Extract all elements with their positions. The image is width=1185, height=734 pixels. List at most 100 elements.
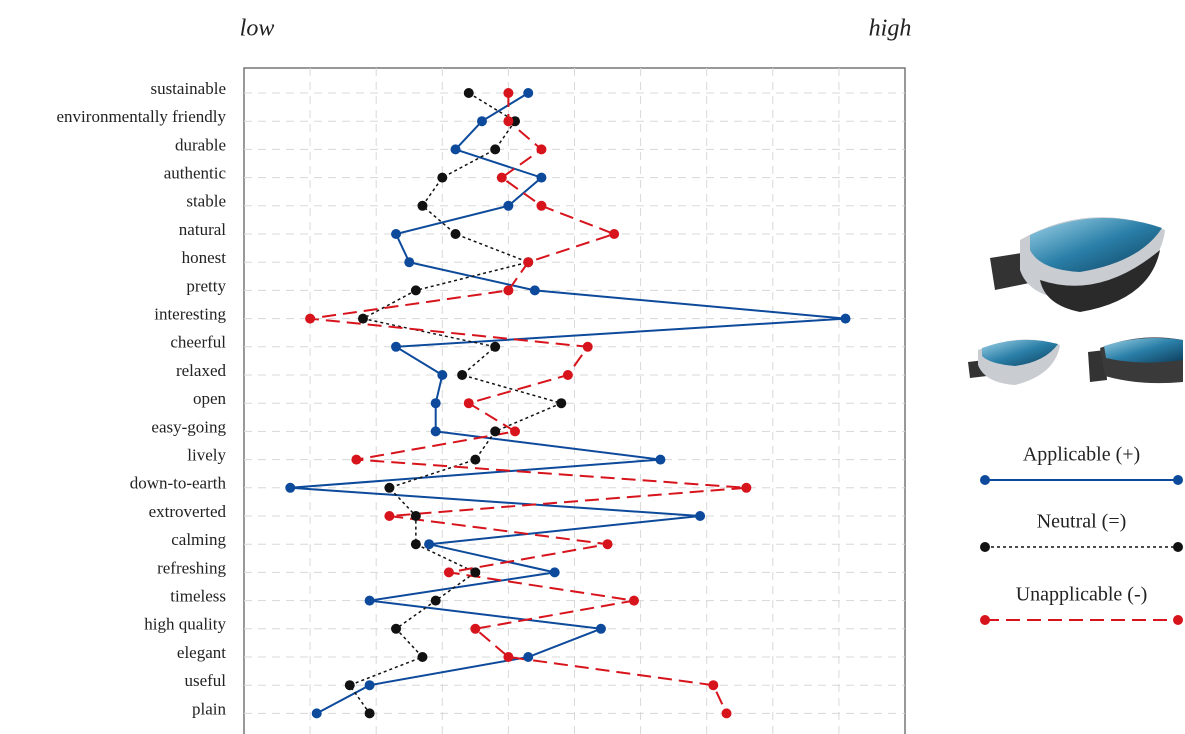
data-point [470,455,480,465]
data-point [536,173,546,183]
data-point [457,370,467,380]
legend-label: Applicable (+) [1023,444,1140,466]
data-point [470,567,480,577]
data-point [503,116,513,126]
data-point [841,314,851,324]
data-point [523,257,533,267]
data-point [365,596,375,606]
data-point [384,483,394,493]
data-point [629,596,639,606]
data-point [437,173,447,183]
data-point [523,652,533,662]
data-point [444,567,454,577]
data-point [596,624,606,634]
data-point [490,426,500,436]
data-point [411,285,421,295]
data-point [490,144,500,154]
data-point [722,708,732,718]
high-label: high [869,16,912,42]
data-point [431,426,441,436]
category-label: plain [192,699,226,718]
data-point [391,229,401,239]
data-point [503,201,513,211]
data-point [550,567,560,577]
legend-dot [1173,475,1183,485]
category-label: open [193,389,227,408]
data-point [523,88,533,98]
product-image [990,217,1165,312]
category-label: durable [175,135,226,154]
category-label: stable [186,192,226,211]
data-point [451,229,461,239]
data-point [536,144,546,154]
data-point [431,398,441,408]
legend-label: Neutral (=) [1037,511,1127,533]
data-point [365,680,375,690]
data-point [345,680,355,690]
data-point [411,511,421,521]
data-point [603,539,613,549]
data-point [695,511,705,521]
data-point [365,708,375,718]
category-label: natural [179,220,226,239]
data-point [477,116,487,126]
category-label: environmentally friendly [57,107,227,126]
category-label: extroverted [149,502,227,521]
product-image [1088,337,1183,383]
category-label: pretty [186,276,226,295]
data-point [490,342,500,352]
data-point [556,398,566,408]
category-label: useful [184,671,226,690]
data-point [536,201,546,211]
data-point [451,144,461,154]
data-point [655,455,665,465]
category-label: timeless [170,587,226,606]
data-point [503,652,513,662]
data-point [464,398,474,408]
category-label: easy-going [151,417,226,436]
data-point [431,596,441,606]
data-point [510,426,520,436]
category-label: lively [187,446,226,465]
data-point [563,370,573,380]
category-label: elegant [177,643,226,662]
low-label: low [240,16,275,42]
data-point [391,624,401,634]
data-point [358,314,368,324]
data-point [312,708,322,718]
category-label: cheerful [170,333,226,352]
data-point [411,539,421,549]
data-point [503,88,513,98]
data-point [404,257,414,267]
data-point [708,680,718,690]
category-label: authentic [164,164,227,183]
category-label: relaxed [176,361,227,380]
legend-dot [980,542,990,552]
chart: low high sustainable environmentally frie… [0,0,1185,734]
product-image [968,340,1060,385]
data-point [305,314,315,324]
data-point [351,455,361,465]
data-point [417,201,427,211]
category-label: honest [182,248,227,267]
category-label: refreshing [157,558,226,577]
data-point [391,342,401,352]
data-point [384,511,394,521]
data-point [437,370,447,380]
data-point [530,285,540,295]
data-point [503,285,513,295]
data-point [424,539,434,549]
legend-dot [980,615,990,625]
data-point [609,229,619,239]
data-point [741,483,751,493]
page: {"chart_data": { "type": "profile", "ann… [0,0,1185,734]
category-label: down-to-earth [130,474,227,493]
category-label: high quality [144,615,226,634]
legend-dot [1173,615,1183,625]
category-label: sustainable [150,79,226,98]
data-point [417,652,427,662]
data-point [464,88,474,98]
category-label: calming [171,530,226,549]
data-point [285,483,295,493]
category-label: interesting [154,305,226,324]
